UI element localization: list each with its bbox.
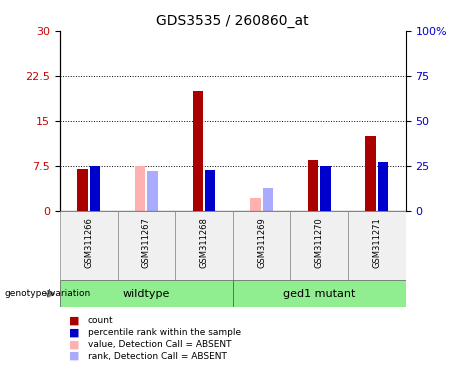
Bar xyxy=(90,166,100,211)
Text: ■: ■ xyxy=(69,315,80,325)
Bar xyxy=(148,172,158,211)
Bar xyxy=(366,136,376,211)
Text: GSM311269: GSM311269 xyxy=(257,217,266,268)
Bar xyxy=(175,211,233,280)
Text: count: count xyxy=(88,316,113,325)
Text: value, Detection Call = ABSENT: value, Detection Call = ABSENT xyxy=(88,340,231,349)
Title: GDS3535 / 260860_at: GDS3535 / 260860_at xyxy=(156,14,309,28)
Bar xyxy=(77,169,88,211)
Bar xyxy=(308,160,318,211)
Text: GSM311268: GSM311268 xyxy=(200,217,208,268)
Text: genotype/variation: genotype/variation xyxy=(5,289,91,298)
Text: percentile rank within the sample: percentile rank within the sample xyxy=(88,328,241,337)
Bar xyxy=(118,211,175,280)
Bar xyxy=(378,162,388,211)
Text: GSM311270: GSM311270 xyxy=(315,217,324,268)
Text: ged1 mutant: ged1 mutant xyxy=(283,289,355,299)
Bar xyxy=(320,166,331,211)
Bar xyxy=(60,280,233,307)
Text: GSM311271: GSM311271 xyxy=(372,217,381,268)
Bar xyxy=(193,91,203,211)
Bar xyxy=(135,166,145,211)
Bar xyxy=(205,170,215,211)
Text: ■: ■ xyxy=(69,351,80,361)
Text: GSM311266: GSM311266 xyxy=(84,217,93,268)
Text: wildtype: wildtype xyxy=(123,289,170,299)
Text: rank, Detection Call = ABSENT: rank, Detection Call = ABSENT xyxy=(88,352,226,361)
Bar xyxy=(233,211,290,280)
Bar xyxy=(233,280,406,307)
Bar xyxy=(348,211,406,280)
Bar xyxy=(60,211,118,280)
Text: ■: ■ xyxy=(69,327,80,337)
Bar xyxy=(263,188,273,211)
Bar xyxy=(250,198,260,211)
Text: GSM311267: GSM311267 xyxy=(142,217,151,268)
Text: ■: ■ xyxy=(69,339,80,349)
Bar xyxy=(290,211,348,280)
